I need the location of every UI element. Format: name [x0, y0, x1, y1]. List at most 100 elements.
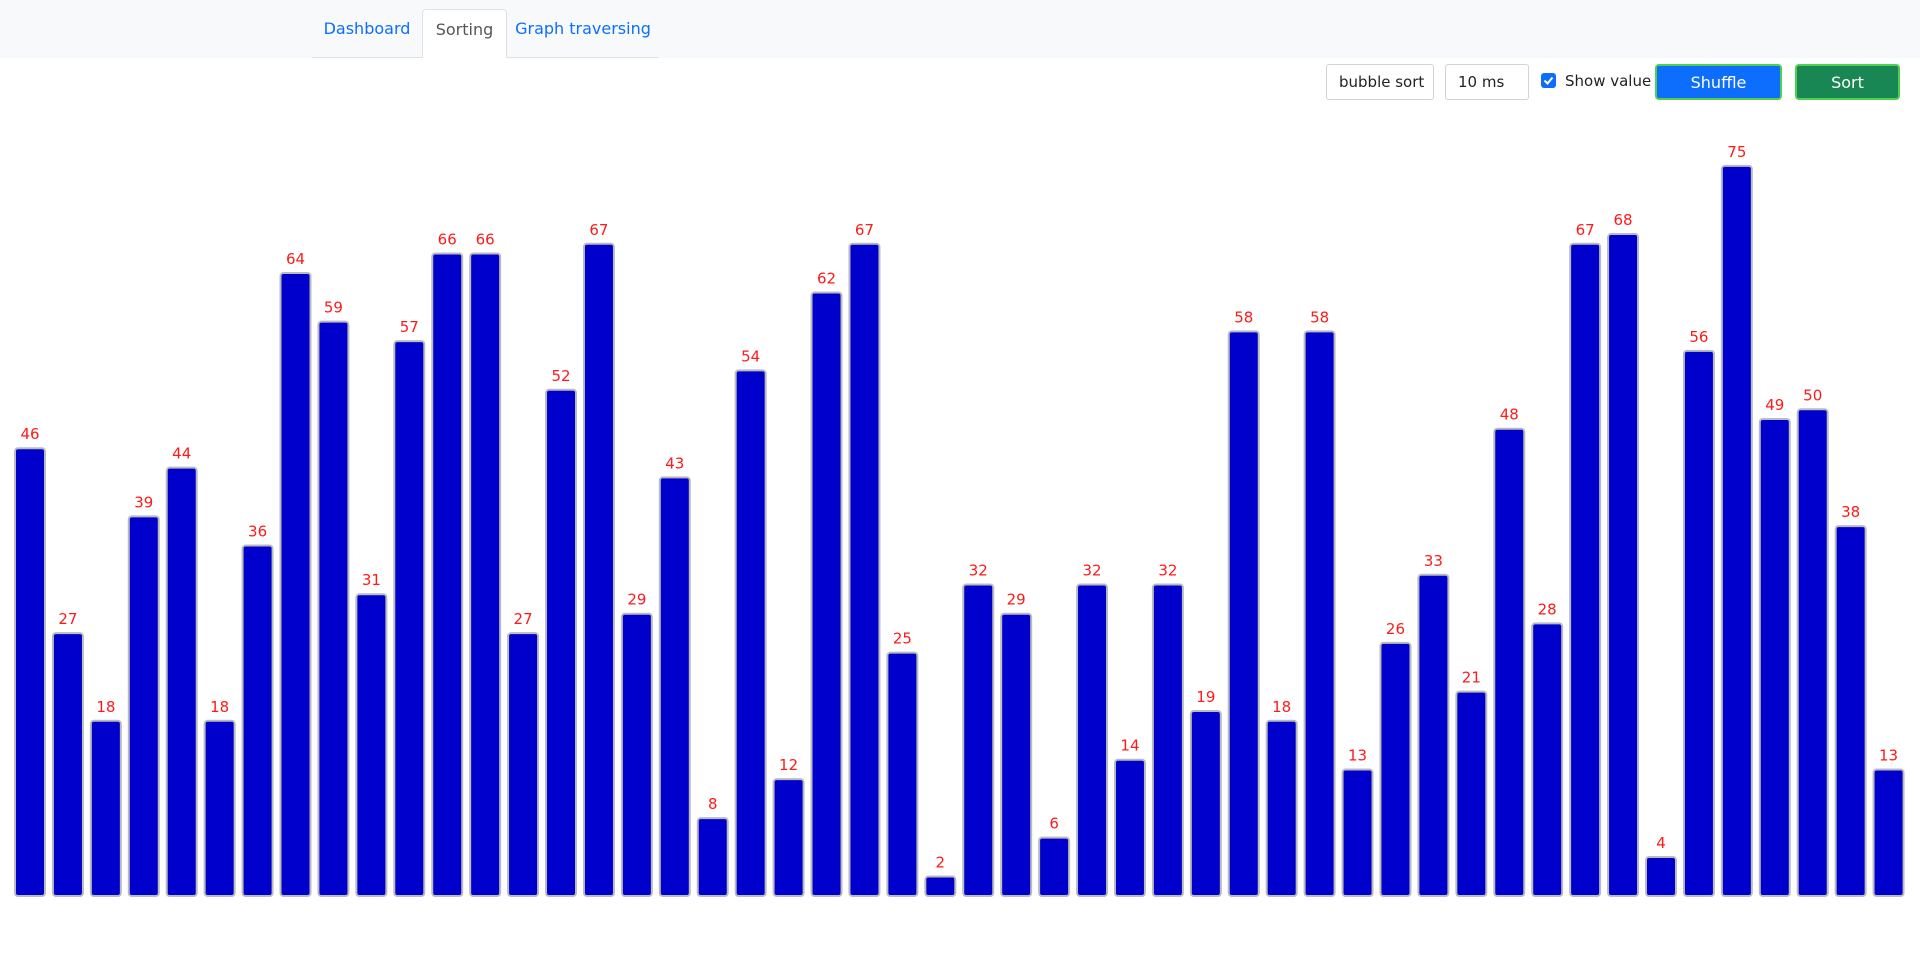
bar-value-label: 44 — [172, 445, 191, 463]
algorithm-select[interactable]: bubble sort — [1326, 64, 1434, 100]
bar — [279, 271, 312, 897]
bar — [734, 369, 767, 897]
bar — [355, 593, 388, 897]
bar-value-label: 27 — [58, 610, 77, 628]
bar-value-label: 27 — [514, 610, 533, 628]
bar-value-label: 8 — [708, 795, 718, 813]
bar — [1076, 583, 1109, 897]
bar — [1113, 758, 1146, 898]
bar — [431, 252, 464, 898]
bar-value-label: 43 — [665, 454, 684, 472]
bar-value-label: 64 — [286, 250, 305, 268]
bar — [89, 719, 122, 897]
bar-value-label: 66 — [438, 231, 457, 249]
bar — [1417, 573, 1450, 898]
bar-value-label: 13 — [1879, 746, 1898, 764]
bar-value-label: 25 — [893, 630, 912, 648]
bar — [507, 632, 540, 897]
show-value-label: Show value — [1565, 72, 1652, 90]
bar-value-label: 32 — [1082, 561, 1101, 579]
bar — [14, 447, 46, 897]
bar — [696, 817, 729, 897]
bar-value-label: 14 — [1120, 737, 1139, 755]
bar — [1720, 164, 1753, 898]
bar — [203, 719, 236, 897]
bar — [393, 340, 426, 897]
tab[interactable]: Dashboard — [312, 9, 422, 58]
bar-value-label: 46 — [20, 425, 39, 443]
bar — [1151, 583, 1184, 897]
bar — [1000, 612, 1033, 897]
bar — [317, 320, 350, 897]
bar — [1038, 836, 1071, 898]
bar — [1303, 330, 1336, 897]
delay-input[interactable]: 10 ms — [1445, 64, 1529, 100]
bar-value-label: 31 — [362, 571, 381, 589]
bar-value-label: 66 — [476, 231, 495, 249]
bar — [1189, 710, 1222, 898]
bar-value-label: 56 — [1689, 328, 1708, 346]
bar-value-label: 13 — [1348, 746, 1367, 764]
bar-value-label: 36 — [248, 523, 267, 541]
bar — [772, 778, 805, 897]
bar-value-label: 26 — [1386, 620, 1405, 638]
shuffle-button[interactable]: Shuffle — [1655, 64, 1782, 100]
bar — [165, 466, 198, 897]
bar-value-label: 2 — [936, 854, 946, 872]
bar-value-label: 67 — [1576, 221, 1595, 239]
bar — [1569, 242, 1602, 897]
bar-value-label: 39 — [134, 493, 153, 511]
bar-value-label: 58 — [1310, 308, 1329, 326]
bar-value-label: 67 — [589, 221, 608, 239]
bar-value-label: 49 — [1765, 396, 1784, 414]
bar — [241, 544, 274, 897]
bar — [924, 875, 957, 898]
bar-value-label: 18 — [96, 698, 115, 716]
bar — [1379, 641, 1412, 897]
bar — [582, 242, 615, 897]
bar — [658, 476, 691, 897]
show-value-checkbox[interactable] — [1541, 73, 1556, 88]
bar-value-label: 32 — [1158, 561, 1177, 579]
nav-bar: Dashboard Sorting Graph traversing — [0, 0, 1920, 58]
bar-value-label: 50 — [1803, 386, 1822, 404]
bar — [1341, 768, 1374, 897]
bar — [1607, 233, 1640, 897]
bar — [1644, 856, 1677, 897]
bar-value-label: 54 — [741, 347, 760, 365]
bar-value-label: 68 — [1614, 211, 1633, 229]
bar — [1455, 690, 1488, 897]
bar-value-label: 21 — [1462, 669, 1481, 687]
bar — [545, 388, 578, 897]
bar-value-label: 48 — [1500, 406, 1519, 424]
bar — [1872, 768, 1905, 897]
bar-value-label: 12 — [779, 756, 798, 774]
tab[interactable]: Sorting — [422, 9, 507, 58]
bar — [848, 242, 881, 897]
bar-value-label: 59 — [324, 299, 343, 317]
bar-value-label: 58 — [1234, 308, 1253, 326]
bar — [1796, 408, 1829, 897]
bar — [127, 515, 160, 897]
bar-value-label: 67 — [855, 221, 874, 239]
bar-value-label: 18 — [1272, 698, 1291, 716]
bar-value-label: 38 — [1841, 503, 1860, 521]
bar — [886, 651, 919, 897]
bar-value-label: 52 — [551, 367, 570, 385]
bar — [1493, 427, 1526, 897]
bar — [620, 612, 653, 897]
sort-button[interactable]: Sort — [1795, 64, 1900, 100]
bar-value-label: 33 — [1424, 552, 1443, 570]
tab[interactable]: Graph traversing — [507, 9, 659, 58]
bar — [1227, 330, 1260, 897]
bar-value-label: 18 — [210, 698, 229, 716]
bar — [1682, 349, 1715, 898]
bar-value-label: 62 — [817, 269, 836, 287]
bar — [810, 291, 843, 897]
bar — [1758, 418, 1791, 897]
bar — [469, 252, 502, 898]
bar-value-label: 29 — [1007, 591, 1026, 609]
bar-value-label: 4 — [1656, 834, 1666, 852]
